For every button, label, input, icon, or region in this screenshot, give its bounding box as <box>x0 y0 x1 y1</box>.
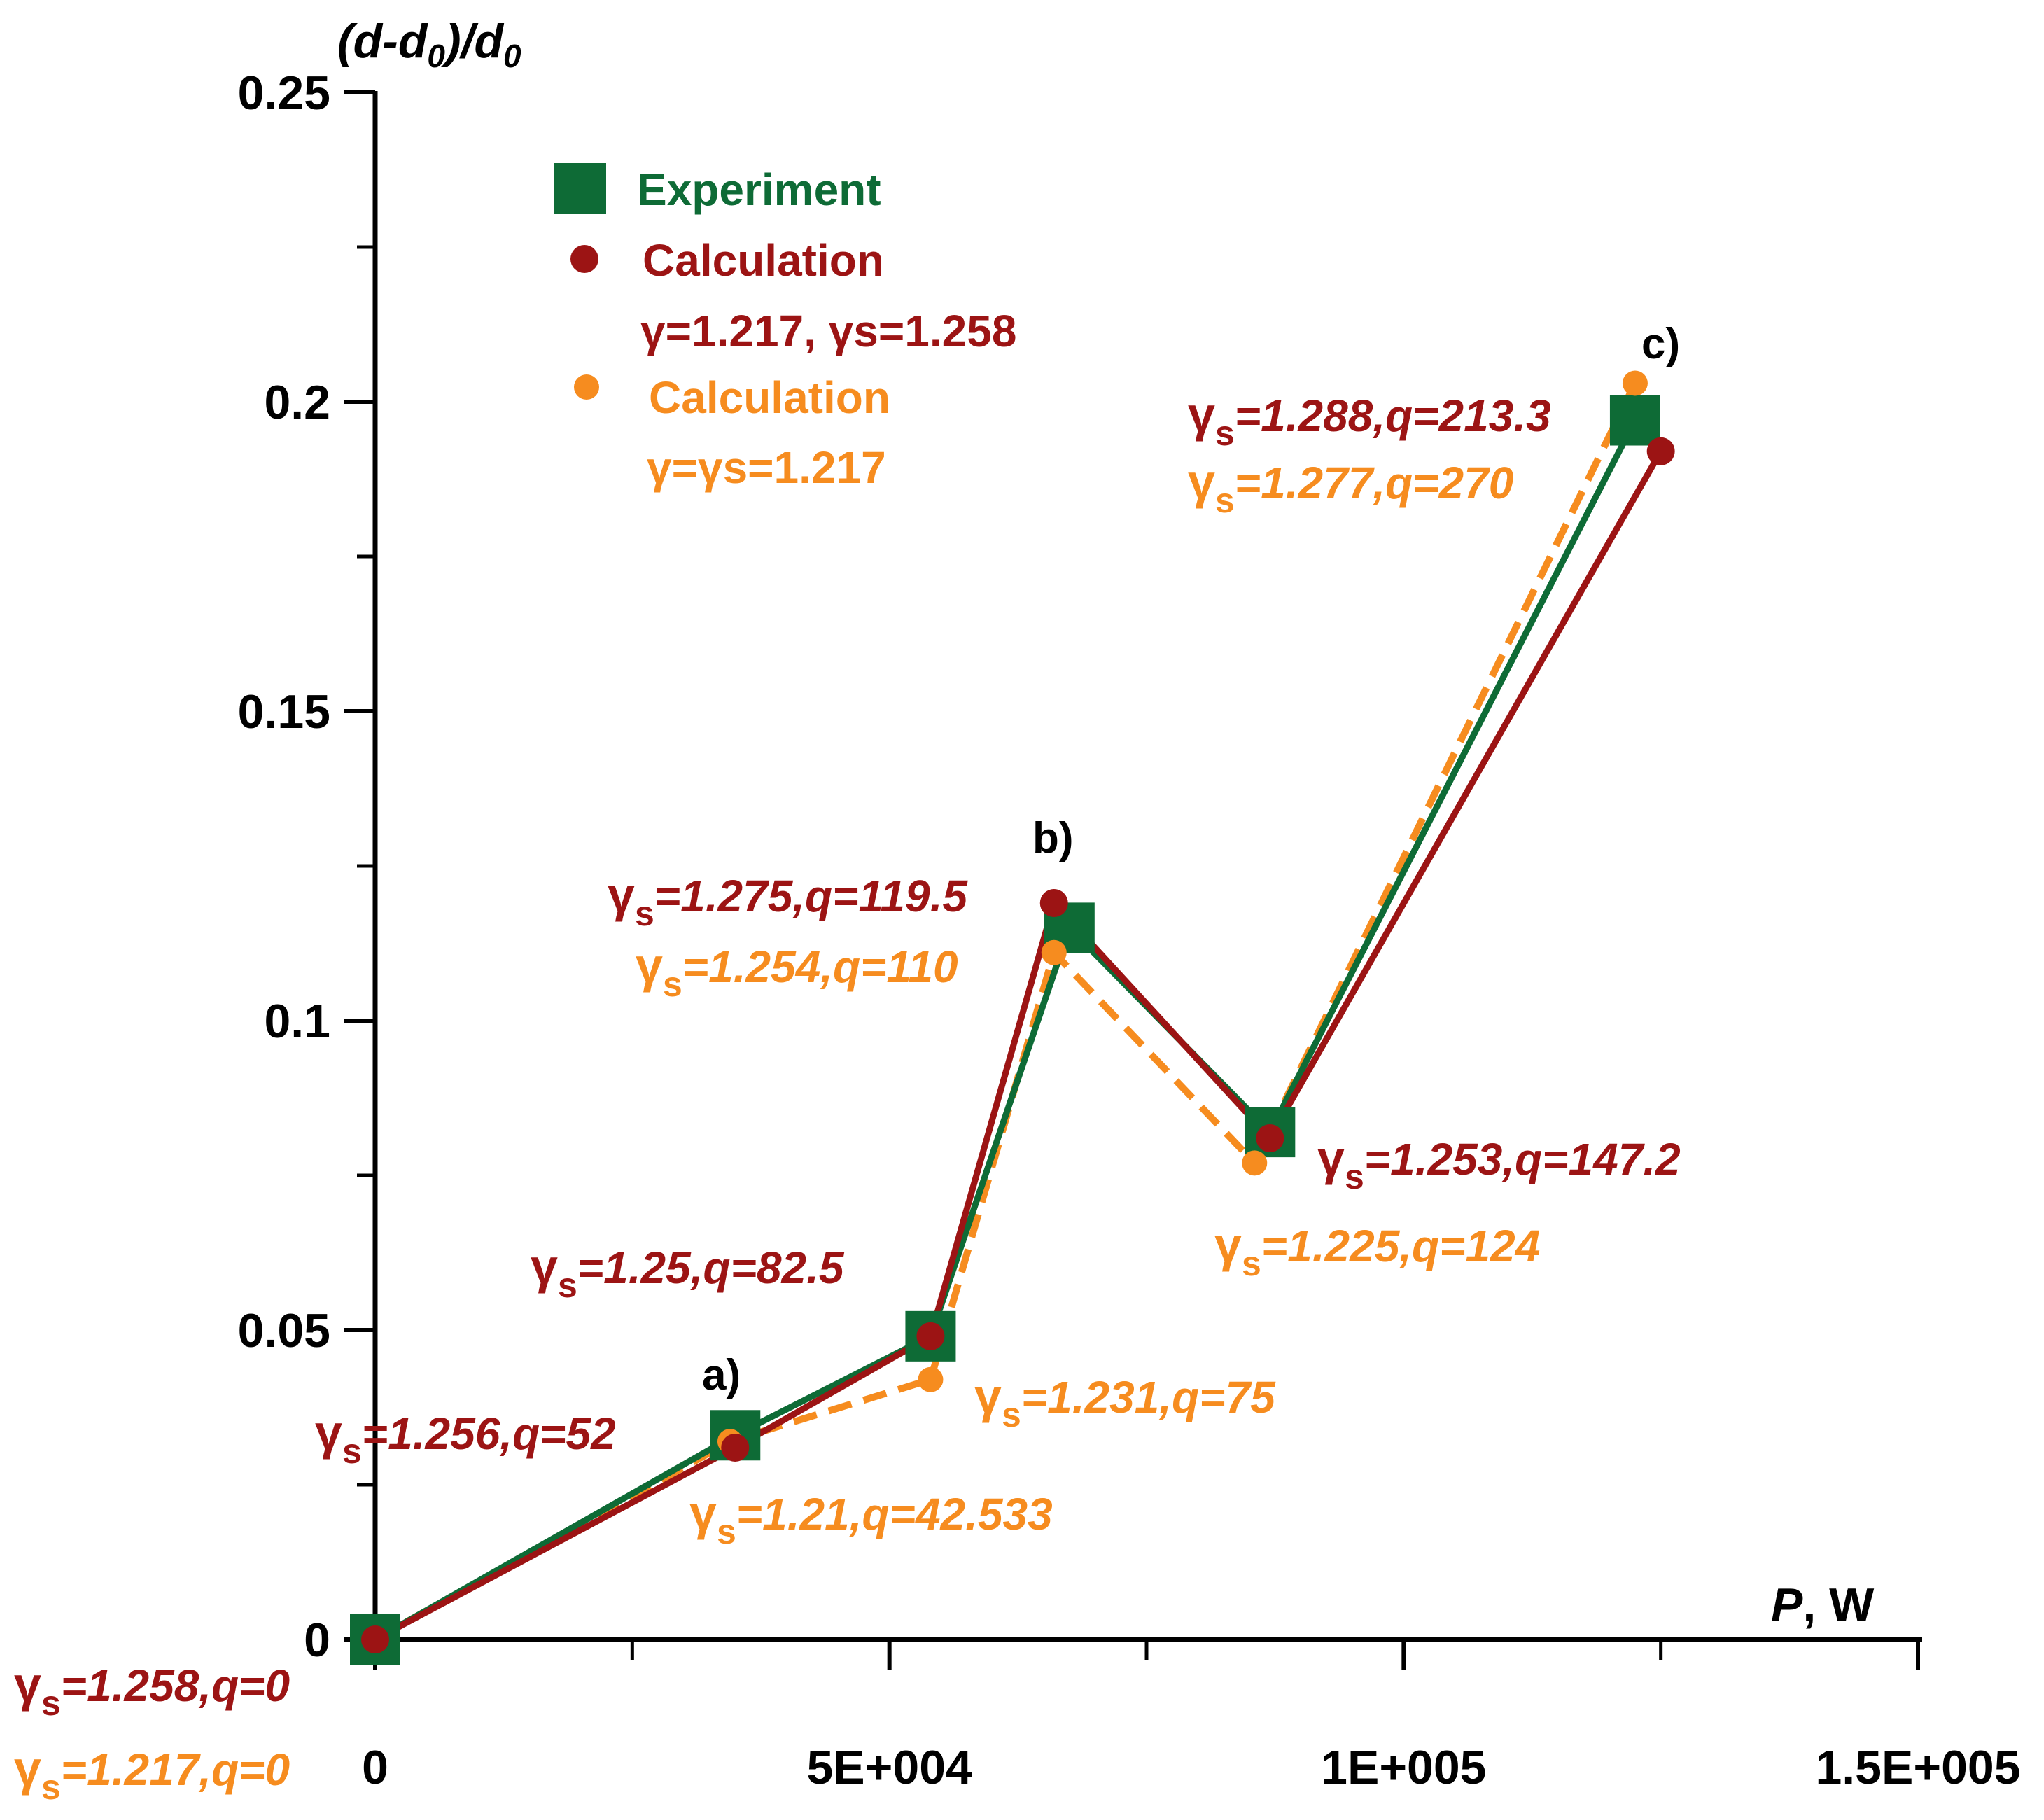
annotation-dark-3: γs=1.275,q=119.5 <box>608 867 968 933</box>
legend-experiment-marker <box>554 163 606 214</box>
legend-experiment-label: Experiment <box>637 164 881 215</box>
series-2-point-2 <box>918 1366 944 1392</box>
annotation-orange-1: γs=1.21,q=42.533 <box>690 1485 1053 1551</box>
series-2-point-3 <box>1041 939 1067 965</box>
series-2-point-5 <box>1622 370 1648 396</box>
y-tick-label-4: 0.2 <box>264 376 330 429</box>
point-label-c: c) <box>1642 320 1680 368</box>
series-1-point-5 <box>1646 437 1675 465</box>
series-1-point-3 <box>1040 889 1068 918</box>
x-tick-label-0: 0 <box>362 1741 388 1794</box>
y-tick-label-3: 0.15 <box>238 685 330 738</box>
annotation-dark-0: γs=1.258,q=0 <box>14 1657 290 1723</box>
x-tick-label-3: 1.5E+005 <box>1815 1741 2020 1794</box>
legend-calculation-2-marker <box>574 374 599 400</box>
experiment-point-5 <box>1609 395 1660 446</box>
point-label-a: a) <box>702 1351 741 1399</box>
y-tick-label-1: 0.05 <box>238 1304 330 1357</box>
legend-calculation-2-label: Calculation <box>649 372 890 423</box>
annotation-dark-5: γs=1.288,q=213.3 <box>1188 387 1551 453</box>
point-label-b: b) <box>1032 814 1074 862</box>
y-tick-label-5: 0.25 <box>238 66 330 120</box>
series-1-point-2 <box>916 1322 945 1350</box>
y-tick-label-0: 0 <box>304 1614 330 1667</box>
x-tick-label-1: 5E+004 <box>806 1741 972 1794</box>
legend-calculation-1-marker <box>570 245 598 273</box>
annotation-dark-4: γs=1.253,q=147.2 <box>1317 1130 1681 1196</box>
legend-calculation-1-sub: γ=1.217, γs=1.258 <box>640 306 1016 356</box>
x-tick-label-2: 1E+005 <box>1321 1741 1486 1794</box>
legend: Experiment Calculation γ=1.217, γs=1.258… <box>554 163 1016 493</box>
annotation-dark-2: γs=1.25,q=82.5 <box>531 1239 845 1305</box>
x-axis-title: P, W <box>1771 1578 1875 1632</box>
annotation-dark-1: γs=1.256,q=52 <box>315 1405 616 1471</box>
annotation-orange-2: γs=1.231,q=75 <box>974 1368 1276 1434</box>
legend-calculation-2-sub: γ=γs=1.217 <box>647 442 886 493</box>
annotation-orange-4: γs=1.225,q=124 <box>1214 1217 1540 1283</box>
annotation-orange-0: γs=1.217,q=0 <box>14 1741 290 1807</box>
series-1-point-4 <box>1256 1124 1284 1152</box>
annotations-dark: γs=1.258,q=0 γs=1.256,q=52 γs=1.25,q=82.… <box>14 387 1681 1723</box>
legend-calculation-1-label: Calculation <box>643 235 884 286</box>
annotation-orange-3: γs=1.254,q=110 <box>636 938 958 1004</box>
series-line-1 <box>373 449 1664 1642</box>
annotation-orange-5: γs=1.277,q=270 <box>1188 454 1513 520</box>
series-2-point-4 <box>1242 1150 1268 1176</box>
y-tick-label-2: 0.1 <box>264 995 330 1048</box>
series-line-0 <box>373 419 1638 1642</box>
series-1-point-0 <box>361 1625 389 1653</box>
series-1-point-1 <box>721 1433 750 1462</box>
y-axis-title: (d-d0)/d0 <box>337 15 522 74</box>
annotations-orange: γs=1.217,q=0 γs=1.21,q=42.533 γs=1.231,q… <box>14 454 1540 1807</box>
